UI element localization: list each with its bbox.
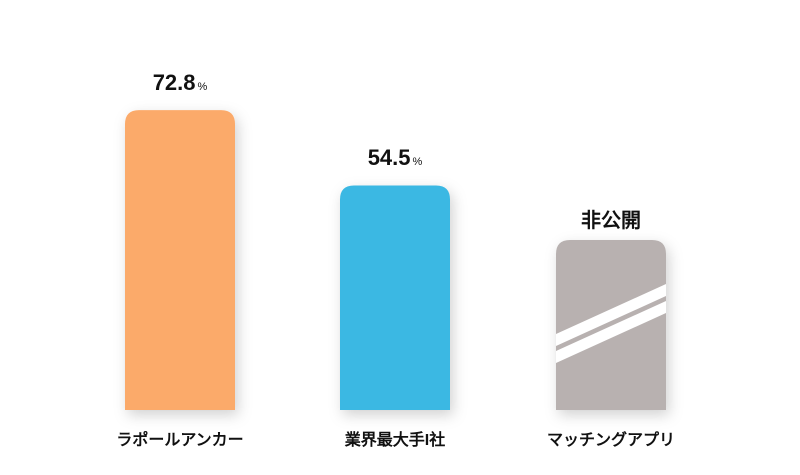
value-unit: % xyxy=(197,81,208,94)
category-label-rapport-anchor: ラポールアンカー xyxy=(116,432,244,449)
value-label-rapport-anchor: 72.8% xyxy=(153,70,208,96)
value-label-undisclosed: 非公開 xyxy=(581,210,641,232)
bar-industry-leader xyxy=(340,185,450,410)
category-label-industry-leader: 業界最大手I社 xyxy=(344,432,446,449)
bar-rapport-anchor xyxy=(125,110,235,411)
value-number: 54.5 xyxy=(367,145,411,171)
category-label-matching-app: マッチングアプリ xyxy=(546,432,676,449)
value-unit: % xyxy=(412,156,423,169)
value-number: 72.8 xyxy=(152,70,196,96)
value-label-industry-leader: 54.5% xyxy=(368,145,423,171)
bar-break-stripes xyxy=(556,284,666,363)
bar-matching-app xyxy=(556,240,666,410)
